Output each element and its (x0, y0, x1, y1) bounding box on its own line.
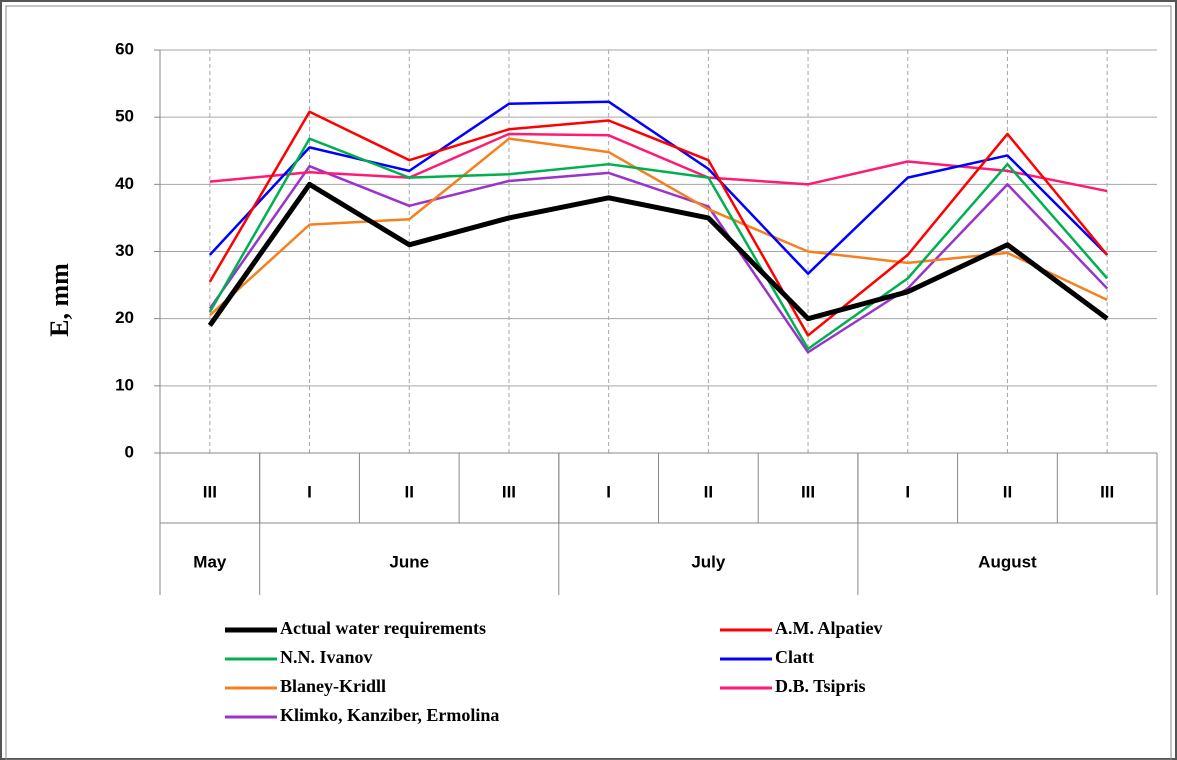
x-tick-label: II (1003, 482, 1012, 501)
series-line (208, 137, 1109, 351)
y-tick-label: 30 (115, 241, 134, 260)
y-tick-label: 60 (115, 39, 134, 58)
series-line (208, 110, 1109, 337)
series-line (209, 137, 1108, 317)
legend-label: D.B. Tsipris (775, 676, 866, 696)
y-tick-label: 50 (115, 107, 134, 126)
month-label: July (691, 552, 726, 571)
x-tick-label: I (307, 482, 312, 501)
inner-frame (5, 5, 1172, 760)
legend-label: A.M. Alpatiev (775, 618, 883, 638)
series-line (207, 181, 1109, 327)
y-tick-label: 0 (125, 442, 134, 461)
x-tick-label: III (502, 482, 516, 501)
legend-label: N.N. Ivanov (280, 647, 373, 667)
x-tick-label: I (905, 482, 910, 501)
legend-label: Klimko, Kanziber, Ermolina (280, 705, 499, 725)
month-label: August (978, 552, 1037, 571)
x-tick-label: II (405, 482, 414, 501)
x-tick-label: III (801, 482, 815, 501)
x-tick-label: II (704, 482, 713, 501)
legend-label: Clatt (775, 647, 814, 667)
y-tick-label: 40 (115, 174, 134, 193)
month-label: June (389, 552, 429, 571)
series-line (208, 164, 1109, 354)
x-tick-label: III (203, 482, 217, 501)
month-label: May (193, 552, 227, 571)
y-tick-label: 10 (115, 375, 134, 394)
y-axis-label: E, mm (45, 263, 74, 337)
x-tick-label: III (1100, 482, 1114, 501)
y-tick-label: 20 (115, 308, 134, 327)
legend-label: Actual water requirements (280, 618, 486, 638)
legend-label: Blaney-Kridll (280, 676, 386, 696)
x-tick-label: I (606, 482, 611, 501)
